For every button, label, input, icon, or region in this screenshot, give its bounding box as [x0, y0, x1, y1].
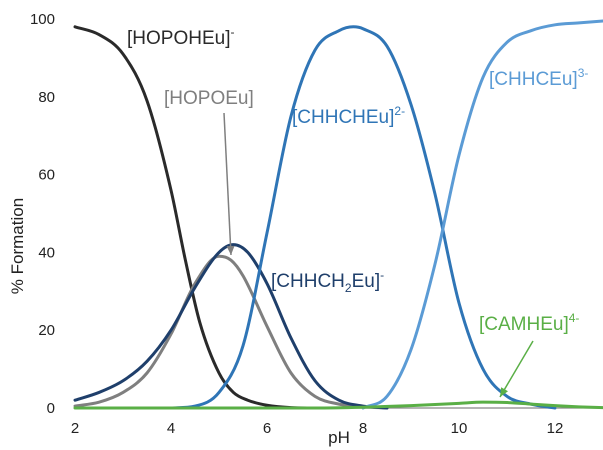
x-tick-label: 8 — [359, 420, 367, 437]
y-tick-label: 80 — [38, 89, 55, 106]
series-label-camheu: [CAMHEu]4- — [479, 311, 579, 335]
y-tick-label: 0 — [47, 400, 55, 417]
y-tick-label: 100 — [30, 11, 55, 28]
series-line-chhceu — [361, 19, 603, 410]
y-tick-label: 20 — [38, 322, 55, 339]
series-line-chhcheu — [169, 25, 557, 410]
y-tick-label: 40 — [38, 244, 55, 261]
series-lines — [73, 19, 603, 410]
series-line-camheu — [73, 400, 603, 410]
tick-labels: 2 4 6 8 10 12 0 20 40 60 80 100 — [30, 11, 563, 437]
hopoeu-arrow — [223, 112, 235, 256]
series-label-chhceu: [CHHCEu]3- — [489, 66, 588, 90]
x-tick-label: 2 — [71, 420, 79, 437]
annotation-arrows — [223, 112, 534, 398]
series-label-hopoeu: [HOPOEu] — [164, 88, 254, 109]
x-tick-label: 6 — [263, 420, 271, 437]
series-label-hopoheu: [HOPOHEu]- — [127, 25, 234, 49]
y-axis-title: % Formation — [8, 198, 27, 294]
series-line-hopoheu — [73, 25, 317, 410]
x-tick-label: 10 — [451, 420, 468, 437]
series-label-chhcheu: [CHHCHEu]2- — [292, 104, 405, 128]
x-tick-label: 4 — [167, 420, 175, 437]
x-tick-label: 12 — [547, 420, 564, 437]
series-line-hopoeu — [73, 254, 389, 410]
series-line-chhch2eu — [73, 243, 389, 410]
camheu-arrow — [499, 340, 534, 398]
x-axis-title: pH — [328, 428, 350, 447]
series-labels: [HOPOHEu]- [HOPOEu] [CHHCH2Eu]- [CHHCHEu]2-… — [127, 25, 588, 335]
y-tick-label: 60 — [38, 167, 55, 184]
series-label-chhch2eu: [CHHCH2Eu]- — [271, 268, 384, 295]
